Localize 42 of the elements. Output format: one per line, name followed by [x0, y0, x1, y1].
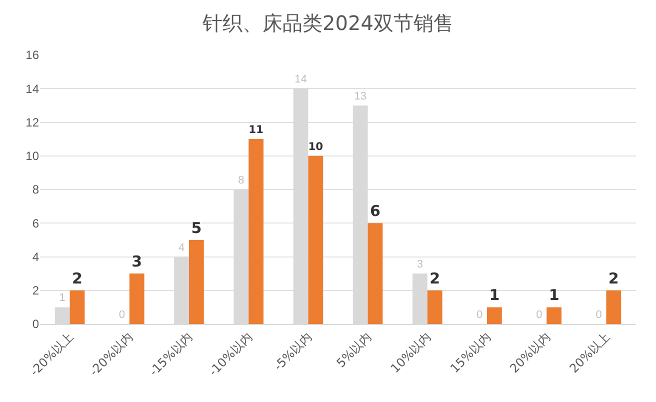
data-label: 2: [608, 269, 619, 288]
data-label: 0: [596, 309, 602, 321]
y-tick-label: 8: [32, 182, 40, 197]
data-label: 2: [430, 269, 440, 288]
bar: [487, 307, 502, 324]
data-label: 13: [354, 90, 366, 102]
y-tick-label: 10: [26, 149, 40, 164]
x-tick-label: 5%以内: [334, 330, 374, 370]
data-label: 1: [59, 292, 66, 304]
data-label: 1: [489, 286, 500, 304]
data-label: 11: [248, 123, 264, 136]
data-label: 1: [548, 286, 560, 304]
y-tick-label: 6: [32, 216, 40, 230]
y-tick-label: 12: [26, 115, 40, 130]
data-label: 14: [294, 74, 307, 86]
data-label: 2: [72, 269, 82, 288]
bar: [70, 290, 85, 324]
data-label: 0: [536, 309, 542, 321]
data-label: 0: [118, 309, 126, 321]
data-label: 6: [370, 202, 380, 220]
bar: [129, 274, 144, 324]
data-label: 4: [178, 242, 185, 254]
bar: [606, 290, 622, 324]
y-tick-label: 4: [32, 250, 40, 264]
y-tick-label: 14: [26, 82, 40, 96]
data-label: 3: [132, 252, 142, 271]
data-label: 5: [191, 218, 202, 237]
bar: [368, 223, 383, 324]
data-label: 8: [238, 174, 244, 186]
y-tick-label: 2: [32, 284, 40, 298]
bar: [427, 290, 442, 324]
bar: [189, 240, 204, 324]
chart-title: 针织、床品类2024双节销售: [202, 11, 454, 36]
x-tick-label: -5%以内: [271, 330, 315, 374]
bar: [546, 307, 562, 324]
bar: [308, 156, 324, 324]
data-label: 0: [476, 309, 483, 321]
data-label: 10: [308, 140, 324, 154]
y-tick-label: 0: [32, 317, 40, 332]
y-tick-label: 16: [26, 48, 40, 62]
bar: [248, 139, 264, 324]
data-label: 3: [416, 258, 424, 271]
